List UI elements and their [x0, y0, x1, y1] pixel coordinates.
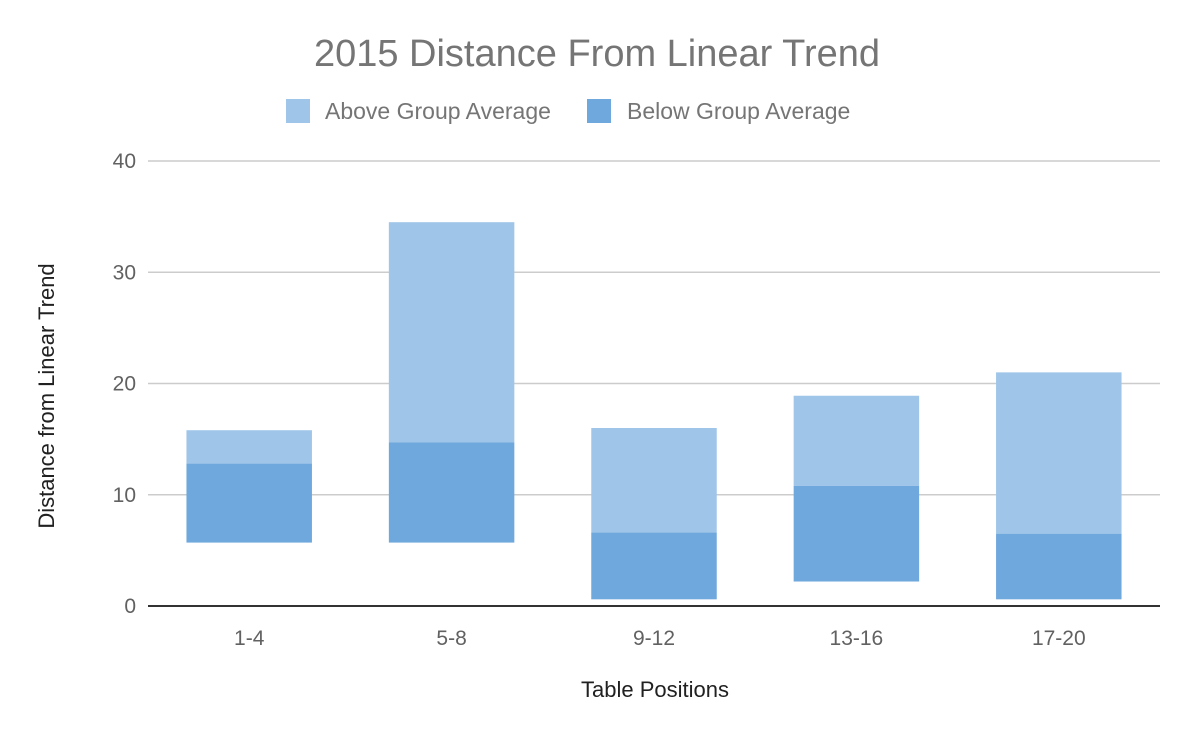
legend-swatch-above: [286, 99, 310, 123]
bar-above-1-4: [186, 430, 312, 464]
y-tick-label: 30: [113, 261, 136, 284]
bar-below-1-4: [186, 463, 312, 543]
legend: Above Group Average Below Group Average: [286, 98, 850, 124]
x-axis-tick-labels: 1-4 5-8 9-12 13-16 17-20: [234, 627, 1086, 650]
y-axis-label: Distance from Linear Trend: [34, 263, 59, 528]
bar-below-5-8: [388, 442, 515, 543]
y-axis-tick-labels: 0 10 20 30 40: [113, 150, 136, 618]
y-tick-label: 0: [124, 595, 136, 618]
bar-above-5-8: [388, 222, 515, 443]
bar-above-17-20: [996, 372, 1122, 534]
chart-title: 2015 Distance From Linear Trend: [314, 33, 880, 75]
bars: [186, 222, 1122, 600]
legend-label-above: Above Group Average: [325, 98, 551, 124]
x-axis-label: Table Positions: [581, 677, 729, 702]
bar-below-9-12: [591, 532, 717, 600]
x-tick-label: 1-4: [234, 627, 265, 650]
y-tick-label: 10: [113, 484, 136, 507]
x-tick-label: 9-12: [633, 627, 675, 650]
x-tick-label: 13-16: [830, 627, 884, 650]
bar-above-9-12: [591, 428, 717, 533]
y-tick-label: 40: [113, 150, 136, 173]
bar-below-13-16: [793, 485, 920, 582]
legend-label-below: Below Group Average: [627, 98, 850, 124]
y-tick-label: 20: [113, 373, 136, 396]
bar-above-13-16: [793, 395, 920, 486]
x-tick-label: 5-8: [436, 627, 466, 650]
legend-swatch-below: [587, 99, 611, 123]
bar-below-17-20: [996, 533, 1122, 600]
x-tick-label: 17-20: [1032, 627, 1086, 650]
